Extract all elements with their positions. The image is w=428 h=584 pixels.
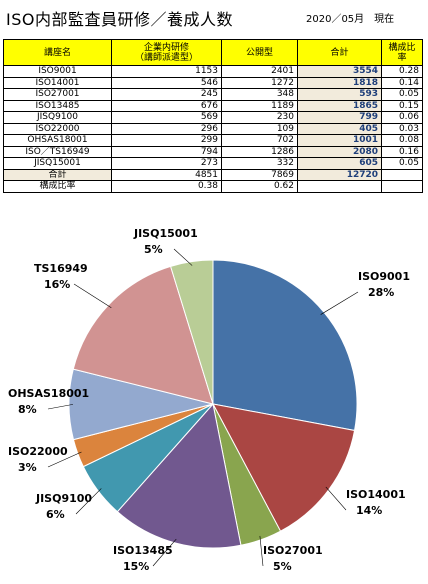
pie-slice-iso13485: [116, 402, 242, 549]
cell-name: 合計: [3, 168, 112, 181]
table-row: 合計 4851 7869 12720: [3, 168, 423, 181]
pie-percent-label: 3%: [18, 461, 37, 474]
leader-line: [259, 535, 264, 567]
cell-public: 1286: [221, 145, 298, 158]
pie-slice-jisq15001: [169, 259, 214, 405]
pie-label: ISO9001: [358, 270, 410, 283]
table-row: JISQ15001 273 332 605 0.05: [3, 157, 423, 170]
table-row: ISO9001 1153 2401 3554 0.28: [3, 65, 423, 78]
table-row: ISO14001 546 1272 1818 0.14: [3, 76, 423, 89]
leader-line: [73, 283, 112, 308]
column-header: 企業内研修 （講師派遣型）: [111, 39, 222, 66]
table-header-row: 講座名 企業内研修 （講師派遣型） 公開型 合計 構成比率: [3, 39, 423, 66]
pie-label: OHSAS18001: [8, 387, 89, 400]
table-row: ISO27001 245 348 593 0.05: [3, 88, 423, 101]
cell-total: 605: [297, 157, 382, 170]
leader-line: [325, 486, 347, 511]
column-header: 講座名: [3, 39, 112, 66]
pie-slice-iso9001: [212, 259, 358, 432]
cell-name: 構成比率: [3, 180, 112, 193]
pie-percent-label: 6%: [46, 508, 65, 521]
table-row: ISO／TS16949 794 1286 2080 0.16: [3, 145, 423, 158]
training-table: 講座名 企業内研修 （講師派遣型） 公開型 合計 構成比率 ISO9001 1153 240…: [3, 39, 423, 193]
page-title: ISO内部監査員研修／養成人数: [6, 10, 233, 29]
column-header: 公開型: [221, 39, 298, 66]
cell-ratio: 0.03: [381, 122, 423, 135]
leader-line: [320, 291, 359, 315]
cell-public: 7869: [221, 168, 298, 181]
cell-inhouse: 4851: [111, 168, 222, 181]
column-header: 構成比率: [381, 39, 423, 66]
table-row: ISO22000 296 109 405 0.03: [3, 122, 423, 135]
pie-label: JISQ9100: [35, 492, 92, 505]
pie-percent-label: 16%: [44, 278, 70, 291]
pie-percent-label: 15%: [123, 560, 149, 573]
pie-label: ISO27001: [263, 544, 323, 557]
cell-public: 702: [221, 134, 298, 147]
pie-label: ISO13485: [113, 544, 173, 557]
pie-percent-label: 8%: [18, 403, 37, 416]
cell-ratio: 0.08: [381, 134, 423, 147]
pie-percent-label: 28%: [368, 286, 394, 299]
pie-slice-iso14001: [212, 403, 356, 532]
cell-ratio: 0.05: [381, 157, 423, 170]
cell-total: 1001: [297, 134, 382, 147]
pie-percent-label: 14%: [356, 504, 382, 517]
leader-line: [173, 248, 193, 266]
cell-ratio: 0.16: [381, 145, 423, 158]
pie-percent-label: 5%: [273, 560, 292, 573]
table-row: OHSAS18001 299 702 1001 0.08: [3, 134, 423, 147]
leader-line: [75, 488, 102, 515]
leader-line: [47, 451, 82, 468]
table-row: 構成比率 0.38 0.62: [3, 180, 423, 193]
report-date: 2020／05月 現在: [306, 14, 395, 25]
cell-ratio: [381, 180, 423, 193]
pie-percent-label: 5%: [144, 243, 163, 256]
cell-public: 109: [221, 122, 298, 135]
pie-label: ISO14001: [346, 488, 406, 501]
cell-total: 12720: [297, 168, 382, 181]
pie-label: ISO22000: [8, 445, 68, 458]
pie-label: JISQ15001: [133, 227, 198, 240]
leader-line: [47, 404, 74, 410]
pie-label: TS16949: [34, 262, 88, 275]
pie-slice-ts16949: [72, 265, 214, 405]
cell-total: 405: [297, 122, 382, 135]
cell-ratio: [381, 168, 423, 181]
leader-line: [152, 538, 177, 567]
